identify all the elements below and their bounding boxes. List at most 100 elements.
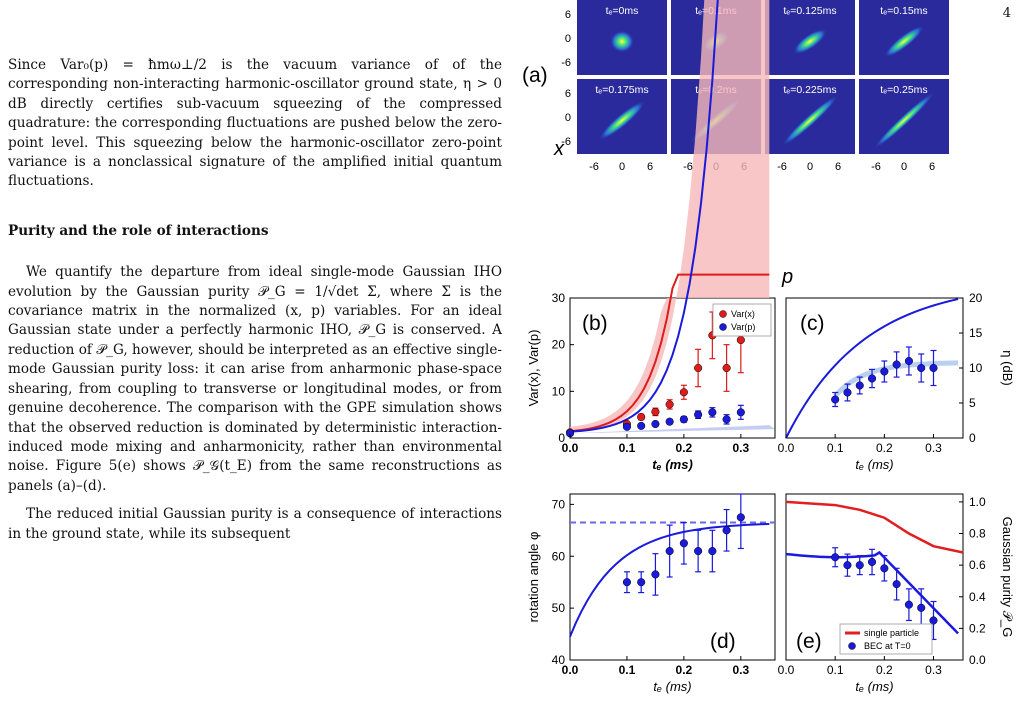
data-point	[679, 539, 688, 548]
var-p-uncertainty-band	[570, 425, 775, 434]
density-blob	[598, 100, 646, 141]
density-blob	[793, 28, 827, 55]
theory-curve	[785, 298, 959, 439]
ytick-label: 0.4	[969, 590, 986, 604]
data-point	[694, 363, 703, 373]
data-point	[694, 547, 703, 556]
var-x-theory-curve	[569, 273, 770, 433]
ytick-label: 10	[552, 384, 566, 398]
page-number: 4	[1002, 6, 1011, 21]
data-point	[708, 547, 717, 556]
data-point	[736, 335, 745, 345]
ytick-label: 0	[969, 431, 976, 445]
data-point	[679, 388, 688, 397]
panel-b: 0.0 0.1 0.2 0.3 tₑ (ms) 0 10 20 30 Var(x), Var(p)…	[526, 0, 776, 472]
xtick-label: 0.1	[827, 663, 844, 677]
ytick-label: 0.6	[969, 558, 986, 572]
figure: (a) x p tₑ=0mstₑ=0.1mstₑ=0.125mstₑ=0.15m…	[510, 0, 1029, 704]
density-blob	[873, 91, 935, 150]
ytick-label: 0.2	[969, 621, 986, 635]
paragraph-vacuum-variance: Since Var₀(p) = ħmω⊥/2 is the vacuum var…	[8, 57, 502, 190]
density-blob	[781, 94, 839, 147]
panel-a-label: (a)	[522, 64, 548, 87]
plot-frame	[569, 493, 776, 661]
panel-d: 0.0 0.1 0.2 0.3 tₑ (ms) 40 50 60 70 rotation angl…	[526, 493, 776, 694]
xtick-label: 0.0	[778, 441, 795, 455]
panel-e: 0.0 0.1 0.2 0.3 tₑ (ms) 0.0 0.2 0.4 0.6 0.8 1.0 Gau…	[778, 493, 1015, 694]
legend-marker	[719, 310, 727, 318]
xtick-label: 0.2	[676, 663, 693, 677]
xtick-label: -6	[871, 161, 881, 173]
ytick-label: 0.8	[969, 527, 986, 541]
xtick-label: 6	[929, 161, 935, 173]
ytick-label: 20	[969, 291, 983, 305]
ytick-label: 6	[565, 9, 571, 21]
data-point	[665, 400, 674, 409]
ytick-label: -6	[561, 136, 571, 148]
data-point	[722, 526, 731, 535]
ytick-label: 40	[552, 653, 566, 667]
ytick-label: 0	[565, 112, 571, 124]
legend-marker	[848, 642, 856, 650]
xtick-label: 0.3	[732, 663, 749, 677]
ytick-label: 1.0	[969, 495, 986, 509]
data-point	[637, 421, 646, 430]
data-point	[892, 360, 901, 369]
xtick-label: -6	[777, 161, 787, 173]
data-point	[651, 407, 660, 416]
paragraph-purity: We quantify the departure from ideal sin…	[8, 264, 502, 494]
data-point	[736, 408, 745, 417]
data-point	[722, 415, 731, 424]
y-axis-label: rotation angle φ	[526, 532, 541, 623]
data-point	[694, 410, 703, 419]
y-axis-label: Gaussian purity 𝒫_G	[1000, 517, 1015, 638]
panel-a-ylabel: x	[553, 138, 565, 160]
ytick-label: 0	[565, 33, 571, 45]
xtick-label: -6	[589, 161, 599, 173]
panel-label: (c)	[800, 312, 825, 335]
xtick-label: 0	[901, 161, 907, 173]
data-point	[880, 564, 889, 573]
data-point	[665, 547, 674, 556]
ytick-label: 6	[565, 88, 571, 100]
paragraph-initial-purity: The reduced initial Gaussian purity is a…	[8, 506, 502, 542]
var-p-theory-curve	[569, 0, 719, 433]
data-point	[892, 580, 901, 589]
legend-label: single particle	[864, 628, 919, 638]
ytick-label: 10	[969, 361, 983, 375]
panel-a-xlabel: p	[781, 266, 793, 288]
ytick-label: 60	[552, 549, 566, 563]
xtick-label: 0.2	[876, 663, 893, 677]
ytick-label: 0.0	[969, 653, 986, 667]
ytick-label: 15	[969, 326, 983, 340]
data-point	[867, 374, 877, 383]
xtick-label: 0.3	[925, 663, 942, 677]
time-label: tₑ=0ms	[606, 5, 639, 17]
x-axis-label: tₑ (ms)	[653, 679, 691, 694]
xtick-label: 0.1	[619, 663, 636, 677]
legend-box	[839, 623, 933, 655]
time-label: tₑ=0.25ms	[880, 84, 927, 96]
section-heading: Purity and the role of interactions	[8, 222, 269, 239]
legend-marker	[719, 323, 727, 331]
data-point	[651, 419, 660, 429]
legend-label: Var(x)	[731, 309, 755, 319]
text-column: Since Var₀(p) = ħmω⊥/2 is the vacuum var…	[8, 56, 502, 544]
data-point	[880, 367, 889, 376]
data-point	[831, 553, 840, 562]
time-label: tₑ=0.15ms	[880, 5, 927, 17]
xtick-label: 0.1	[827, 441, 844, 455]
single-particle-line	[785, 500, 964, 554]
xtick-label: 0.0	[562, 663, 579, 677]
density-blob	[610, 30, 634, 53]
data-point	[708, 408, 717, 417]
time-label: tₑ=0.225ms	[783, 84, 836, 96]
data-point	[665, 417, 674, 426]
ytick-label: 50	[552, 601, 566, 615]
data-point	[637, 412, 646, 422]
data-point	[831, 395, 840, 404]
data-point	[904, 600, 913, 609]
xtick-label: 0.2	[676, 441, 693, 455]
xtick-label: -6	[683, 161, 693, 173]
x-axis-label: tₑ (ms)	[855, 457, 893, 472]
